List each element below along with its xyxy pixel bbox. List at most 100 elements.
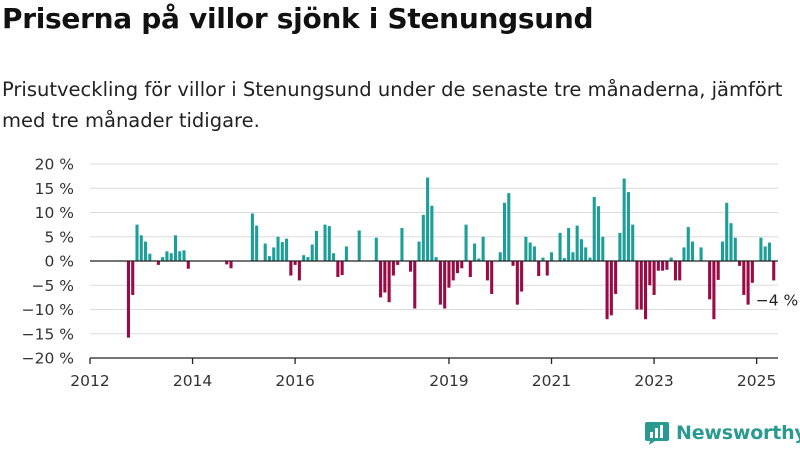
bar [323, 224, 327, 262]
bar [344, 246, 348, 261]
bar [532, 246, 536, 261]
bar [310, 244, 314, 261]
bar [626, 192, 630, 261]
chart-subtitle: Prisutveckling för villor i Stenungsund … [2, 78, 783, 132]
bar [699, 247, 703, 261]
y-tick-label: −20 % [22, 350, 74, 368]
bar [614, 261, 618, 294]
x-tick-label: 2014 [173, 372, 212, 390]
bar [451, 261, 455, 281]
bar [182, 250, 186, 261]
bar [443, 261, 447, 309]
bar [481, 236, 485, 261]
bar [374, 237, 378, 261]
bar [772, 261, 776, 281]
bar [413, 261, 417, 309]
bar [387, 261, 391, 303]
bar [255, 225, 259, 261]
bar [767, 242, 771, 261]
bar [609, 261, 613, 316]
bar [383, 261, 387, 293]
bar [293, 261, 297, 265]
annotations: −4 % [756, 291, 799, 309]
bar [327, 226, 331, 261]
bar [332, 253, 336, 261]
bar [148, 253, 152, 261]
bar [759, 237, 763, 261]
bar [511, 261, 515, 266]
y-tick-label: −10 % [22, 301, 74, 319]
bar [161, 257, 165, 261]
bar [285, 238, 289, 261]
bar [434, 257, 438, 261]
bar [716, 261, 720, 280]
bar [584, 247, 588, 261]
bar [396, 261, 400, 265]
bar [528, 242, 532, 261]
y-tick-label: 5 % [44, 228, 74, 246]
bar [720, 241, 724, 261]
bar [289, 261, 293, 276]
bar [541, 257, 545, 261]
bar [733, 237, 737, 261]
bar [357, 230, 361, 261]
bar [507, 193, 511, 261]
bar [596, 206, 601, 261]
bar [400, 228, 404, 261]
bar [738, 261, 742, 266]
bar [618, 232, 622, 261]
bar [379, 261, 383, 298]
bar [746, 261, 750, 305]
bar [169, 253, 173, 261]
bar [306, 257, 310, 261]
bar [426, 177, 430, 261]
x-tick-label: 2016 [275, 372, 314, 390]
bar [648, 261, 652, 286]
bar [178, 251, 182, 261]
bar [691, 241, 695, 261]
bar [485, 261, 489, 281]
bar [558, 232, 562, 261]
bar [144, 241, 148, 261]
bar [250, 213, 254, 261]
y-tick-label: 15 % [35, 180, 74, 198]
bar [588, 257, 592, 261]
bar [421, 214, 425, 261]
bar [186, 261, 190, 269]
bar [502, 202, 507, 261]
bar [729, 223, 733, 261]
bar [229, 261, 233, 269]
bar [652, 261, 656, 295]
bar [490, 261, 494, 294]
bar [686, 227, 690, 261]
bar [678, 261, 682, 281]
y-tick-label: −15 % [22, 325, 74, 343]
bar [430, 205, 434, 261]
bar [263, 243, 267, 261]
bar [682, 247, 686, 261]
newsworthy-brand[interactable]: Newsworthy [644, 419, 800, 447]
x-axis [90, 260, 778, 359]
bar [173, 235, 178, 261]
bar [460, 261, 464, 269]
bar [661, 261, 665, 271]
bar [622, 178, 626, 261]
bar [408, 261, 413, 272]
bar [464, 224, 468, 262]
bar [571, 252, 575, 261]
bar [225, 261, 229, 265]
x-tick-label: 2023 [634, 372, 673, 390]
bar [314, 230, 319, 261]
bar [712, 261, 716, 320]
bar [126, 261, 130, 338]
grid-lines [90, 163, 778, 335]
bars [126, 177, 776, 338]
bar [135, 224, 139, 262]
bar [742, 261, 746, 295]
bar [417, 241, 421, 261]
bar [438, 261, 442, 305]
bar [592, 196, 596, 261]
y-tick-label: −5 % [31, 277, 74, 295]
bar [567, 228, 571, 261]
